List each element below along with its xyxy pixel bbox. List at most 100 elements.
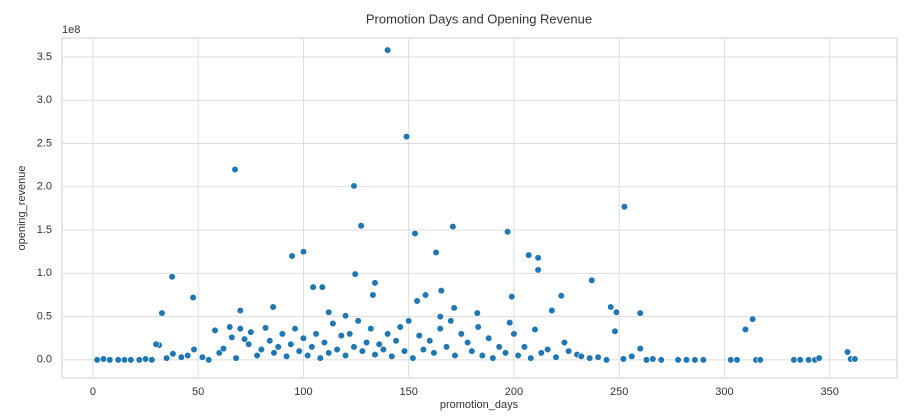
scatter-point: [594, 353, 602, 361]
scatter-point: [451, 351, 459, 360]
scatter-point: [674, 356, 682, 364]
scatter-point: [415, 332, 423, 340]
scatter-point: [291, 325, 299, 333]
scatter-point: [177, 353, 185, 361]
scatter-point: [699, 356, 707, 364]
scatter-point: [468, 347, 476, 355]
scatter-point: [325, 308, 333, 316]
scatter-point: [257, 345, 265, 354]
scatter-point: [333, 345, 341, 354]
scatter-point: [337, 332, 345, 340]
y-tick-label: 3.0: [37, 94, 52, 106]
scatter-point: [274, 343, 282, 351]
plot-frame: [61, 37, 898, 379]
scatter-point: [93, 356, 101, 364]
scatter-point: [205, 356, 213, 364]
scatter-point: [534, 254, 542, 262]
scatter-point: [473, 309, 481, 317]
scatter-point: [449, 223, 457, 231]
y-tick-label: 3.5: [37, 51, 52, 63]
scatter-point: [586, 354, 594, 362]
scatter-point: [106, 356, 114, 364]
scatter-point: [400, 347, 409, 355]
scatter-point: [295, 347, 303, 355]
scatter-point: [489, 354, 497, 362]
scatter-point: [215, 349, 223, 357]
scatter-point: [127, 356, 135, 364]
scatter-point: [619, 355, 627, 363]
scatter-point: [506, 319, 514, 327]
scatter-point: [409, 354, 417, 362]
y-offset-label: 1e8: [62, 24, 80, 36]
scatter-point: [228, 333, 236, 341]
scatter-point: [357, 222, 365, 230]
scatter-point: [413, 297, 421, 305]
scatter-point: [450, 304, 458, 312]
scatter-point: [375, 340, 383, 348]
scatter-point: [557, 292, 565, 300]
scatter-point: [508, 293, 516, 301]
scatter-point: [612, 308, 621, 316]
scatter-point: [402, 133, 411, 141]
scatter-point: [99, 355, 108, 363]
scatter-point: [350, 182, 358, 190]
scatter-point: [232, 354, 240, 362]
scatter-point: [240, 335, 249, 343]
scatter-point: [247, 328, 255, 336]
scatter-point: [141, 355, 150, 363]
scatter-point: [607, 303, 615, 311]
scatter-point: [299, 248, 308, 256]
scatter-point: [485, 334, 493, 342]
scatter-point: [501, 349, 510, 357]
scatter-point: [474, 323, 482, 331]
scatter-point: [543, 345, 552, 354]
scatter-point: [727, 356, 735, 364]
scatter-point: [163, 354, 171, 362]
x-tick-label: 50: [192, 386, 204, 398]
scatter-point: [168, 273, 176, 281]
scatter-point: [379, 345, 388, 354]
scatter-point: [120, 356, 129, 364]
scatter-point: [411, 229, 419, 238]
scatter-point: [211, 326, 219, 335]
scatter-point: [261, 324, 270, 332]
y-tick-label: 1.5: [37, 224, 52, 236]
scatter-point: [457, 330, 465, 338]
scatter-point: [560, 338, 569, 347]
scatter-point: [371, 279, 379, 287]
scatter-point: [537, 349, 545, 357]
scatter-point: [312, 330, 320, 338]
scatter-point: [432, 248, 440, 257]
scatter-point: [231, 165, 239, 174]
scatter-point: [733, 356, 741, 364]
scatter-point: [282, 352, 291, 360]
scatter-point: [442, 343, 451, 351]
scatter-point: [851, 355, 859, 363]
scatter-point: [299, 334, 308, 342]
scatter-point: [464, 338, 472, 347]
scatter-point: [804, 356, 813, 364]
x-tick-label: 200: [505, 386, 523, 398]
scatter-point: [362, 338, 371, 347]
scatter-point: [749, 315, 757, 323]
scatter-point: [437, 287, 445, 295]
scatter-point: [320, 338, 329, 347]
scatter-point: [158, 309, 166, 317]
scatter-point: [384, 46, 392, 54]
x-tick-label: 0: [90, 386, 96, 398]
scatter-point: [790, 356, 798, 364]
scatter-point: [436, 325, 444, 333]
y-tick-label: 2.0: [37, 181, 52, 193]
scatter-point: [341, 312, 350, 320]
scatter-point: [620, 203, 629, 211]
scatter-point: [325, 349, 333, 357]
scatter-point: [642, 356, 651, 364]
scatter-point: [329, 319, 337, 328]
scatter-point: [682, 356, 691, 364]
y-tick-label: 1.0: [37, 267, 52, 279]
scatter-point: [269, 303, 277, 311]
scatter-point: [316, 354, 324, 362]
scatter-point: [219, 344, 228, 353]
scatter-point: [309, 283, 317, 291]
